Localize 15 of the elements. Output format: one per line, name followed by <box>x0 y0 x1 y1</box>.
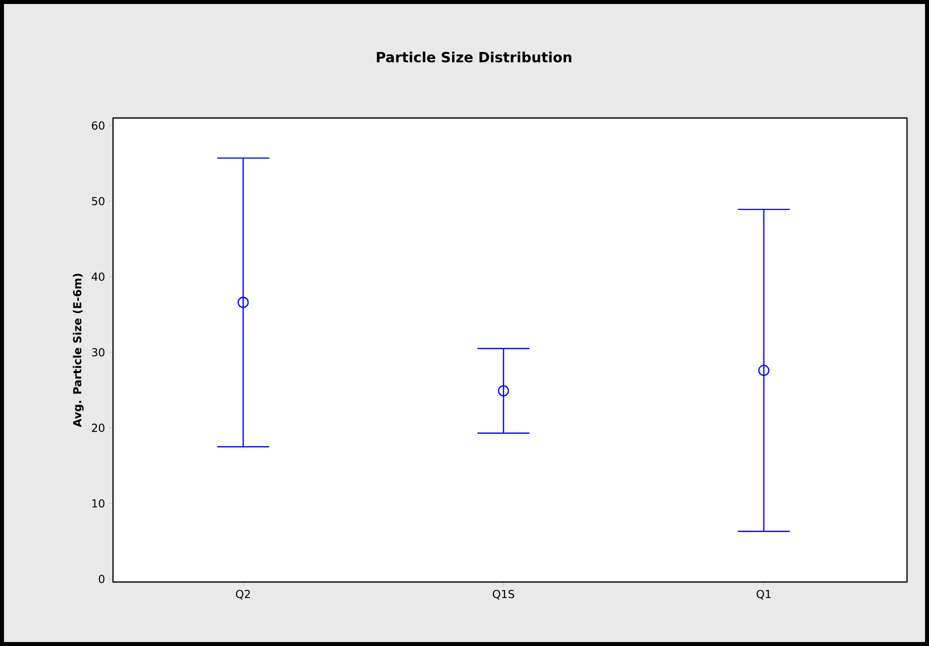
point <box>498 385 510 396</box>
point <box>758 364 770 376</box>
y-tick-label: 0 <box>98 574 104 584</box>
y-axis-title: Avg. Particle Size (E-6m) <box>72 274 84 428</box>
x-tick-label: Q1 <box>756 590 771 600</box>
y-tick-label: 30 <box>92 348 104 356</box>
x-tick-label: Q1S <box>492 590 514 600</box>
point <box>238 296 249 308</box>
chart-title: Particle Size Distribution <box>376 52 572 62</box>
x-tick-label: Q2 <box>236 590 250 600</box>
y-tick-label: 60 <box>92 121 104 130</box>
y-tick-label: 10 <box>92 499 104 508</box>
y-tick-label: 50 <box>92 196 104 206</box>
y-tick-label: 20 <box>92 424 104 432</box>
y-tick-label: 40 <box>92 272 104 281</box>
